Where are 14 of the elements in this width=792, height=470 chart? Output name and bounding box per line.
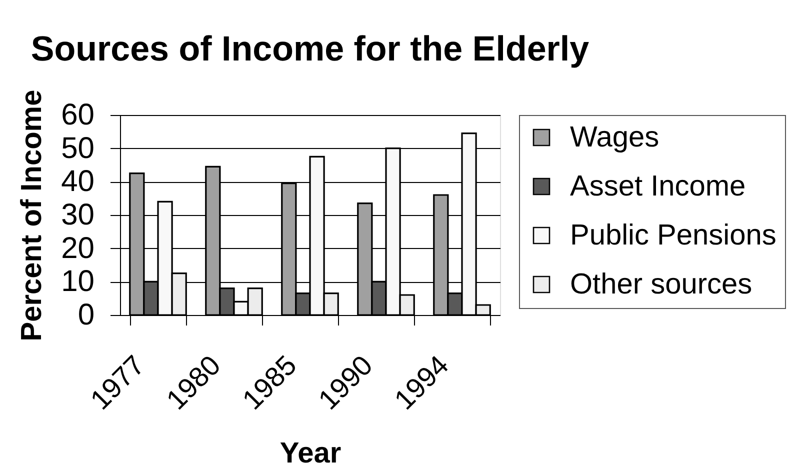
y-tick-label: 50: [61, 132, 94, 165]
y-tick-label: 20: [61, 232, 94, 265]
x-axis-title: Year: [280, 437, 342, 470]
y-tick-label: 30: [61, 198, 94, 232]
chart-title: Sources of Income for the Elderly: [30, 29, 590, 68]
legend-label: Asset Income: [570, 170, 746, 202]
y-axis-title: Percent of Income: [16, 90, 48, 342]
legend-label: Wages: [570, 122, 660, 154]
legend-label: Public Pensions: [570, 220, 776, 252]
y-tick-label: 40: [61, 165, 94, 198]
y-tick-label: 60: [61, 98, 94, 132]
y-tick-label: 10: [61, 265, 94, 298]
y-tick-label: 0: [78, 298, 94, 332]
legend-label: Other sources: [570, 268, 752, 300]
